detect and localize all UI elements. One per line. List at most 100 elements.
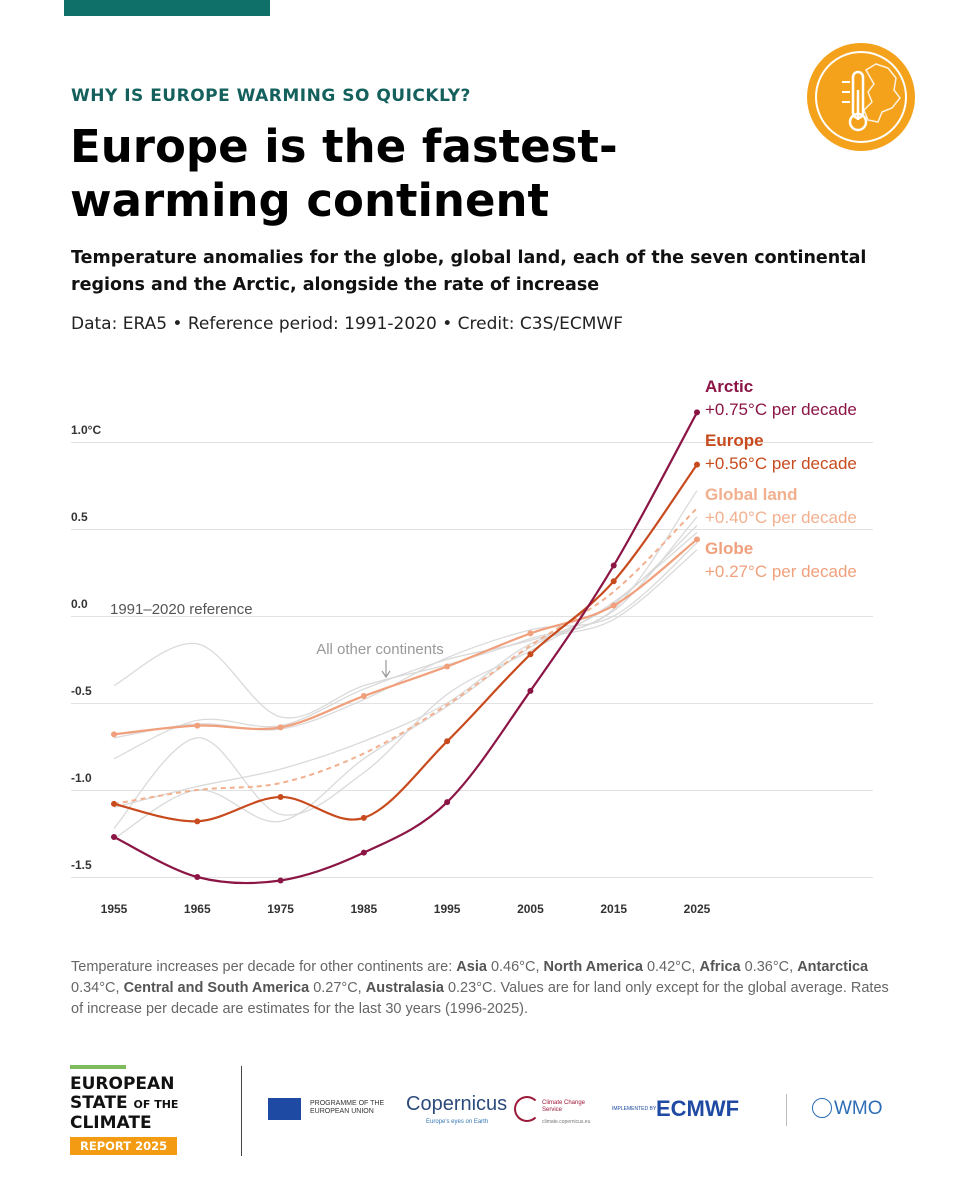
others-arrow-icon xyxy=(381,660,391,679)
data-point xyxy=(610,578,617,585)
esotc-state: STATE xyxy=(70,1093,128,1113)
data-point xyxy=(694,409,700,416)
wmo-emblem-icon xyxy=(812,1098,832,1118)
temperature-anomaly-chart: 1.0°C 0.5 0.0 -0.5 -1.0 -1.5 1955 1965 1975 1985 1… xyxy=(71,377,873,916)
footnote-item-name: Africa xyxy=(699,959,741,975)
y-tick-label: 0.0 xyxy=(71,597,88,611)
data-point xyxy=(277,877,284,884)
esotc-line1: EUROPEAN xyxy=(70,1074,175,1094)
data-point xyxy=(610,562,617,569)
data-point xyxy=(360,849,367,856)
implemented-by: IMPLEMENTED BY xyxy=(612,1106,657,1112)
logo-divider xyxy=(786,1094,787,1126)
page-title: Europe is the fastest-warming continent xyxy=(70,120,618,227)
data-point xyxy=(527,687,534,694)
footnote: Temperature increases per decade for oth… xyxy=(71,957,891,1020)
series-label: Europe xyxy=(705,431,764,450)
top-accent-bar xyxy=(64,0,270,16)
eu-flag-icon xyxy=(268,1098,301,1120)
data-point xyxy=(444,738,451,745)
y-tick-label: 1.0°C xyxy=(71,423,101,437)
footnote-item-value: 0.23°C. xyxy=(447,980,497,996)
c3s-url: climate.copernicus.eu xyxy=(542,1119,591,1125)
partner-logos: PROGRAMME OF THE EUROPEAN UNION Copernic… xyxy=(266,1090,906,1134)
y-tick-label: -1.0 xyxy=(71,771,92,785)
series-rate-label: +0.27°C per decade xyxy=(705,562,857,581)
report-badge: REPORT 2025 xyxy=(70,1137,178,1155)
footnote-suffix: Values are for land only except for the … xyxy=(71,980,889,1017)
series-label: Arctic xyxy=(705,377,753,396)
footnote-item-value: 0.36°C, xyxy=(744,959,794,975)
footnote-item-name: North America xyxy=(543,959,643,975)
x-tick-label: 2005 xyxy=(517,902,544,916)
footnote-item-value: 0.27°C, xyxy=(313,980,362,996)
y-tick-label: 0.5 xyxy=(71,510,88,524)
data-credit: Data: ERA5 • Reference period: 1991-2020… xyxy=(71,314,623,334)
data-point xyxy=(111,731,117,738)
x-tick-label: 1975 xyxy=(267,902,294,916)
footnote-item-name: Australasia xyxy=(365,980,444,996)
wmo-logo: WMO xyxy=(834,1098,883,1119)
other-continent-line xyxy=(113,490,698,719)
footnote-item-value: 0.34°C, xyxy=(71,980,120,996)
data-point xyxy=(277,724,284,731)
x-tick-label: 1995 xyxy=(434,902,461,916)
data-point xyxy=(360,693,367,700)
data-point xyxy=(444,799,451,806)
c3s-name: Climate Change Service xyxy=(542,1100,586,1113)
data-point xyxy=(694,461,700,468)
data-point xyxy=(360,814,367,821)
x-tick-label: 1965 xyxy=(184,902,211,916)
footnote-item-name: Antarctica xyxy=(797,959,869,975)
copernicus-c-icon: C xyxy=(406,1093,421,1115)
series-label: Globe xyxy=(705,539,753,558)
esotc-of-the: OF THE xyxy=(133,1098,179,1111)
footnote-prefix: Temperature increases per decade for oth… xyxy=(71,959,453,975)
footnote-item-name: Central and South America xyxy=(123,980,310,996)
data-point xyxy=(610,602,617,609)
series-rate-label: +0.40°C per decade xyxy=(705,508,857,527)
footnote-item-name: Asia xyxy=(456,959,487,975)
ecmwf-logo: ECMWF xyxy=(656,1096,740,1121)
esotc-line2: STATE OF THE xyxy=(70,1094,180,1114)
x-tick-label: 2015 xyxy=(600,902,627,916)
other-continent-line xyxy=(113,516,698,760)
footnote-item-value: 0.46°C, xyxy=(490,959,540,975)
y-tick-label: -1.5 xyxy=(71,858,92,872)
eu-programme-text: PROGRAMME OF THE EUROPEAN UNION xyxy=(310,1100,385,1115)
data-point xyxy=(111,800,117,807)
footnote-item-value: 0.42°C, xyxy=(646,959,696,975)
esotc-logo: EUROPEAN STATE OF THE CLIMATE REPORT 202… xyxy=(70,1065,180,1155)
series-line-global-land xyxy=(113,507,698,805)
copernicus-name: opernicus xyxy=(420,1093,508,1115)
data-point xyxy=(444,663,451,670)
c3s-icon xyxy=(514,1096,540,1122)
data-point xyxy=(694,536,700,543)
copernicus-tagline: Europe's eyes on Earth xyxy=(426,1119,489,1125)
data-point xyxy=(527,651,534,658)
other-continent-line xyxy=(113,549,698,809)
data-point xyxy=(527,630,534,637)
thermometer-europe-icon xyxy=(807,43,915,151)
series-rate-label: +0.75°C per decade xyxy=(705,400,857,419)
x-tick-label: 1955 xyxy=(101,902,128,916)
data-point xyxy=(194,722,201,729)
data-point xyxy=(277,793,284,800)
x-tick-label: 1985 xyxy=(351,902,378,916)
esotc-line3: CLIMATE xyxy=(70,1113,152,1133)
y-tick-label: -0.5 xyxy=(71,684,92,698)
data-point xyxy=(111,833,117,840)
other-continent-line xyxy=(113,531,698,829)
series-rate-label: +0.56°C per decade xyxy=(705,454,857,473)
esotc-accent xyxy=(70,1065,126,1069)
reference-label: 1991–2020 reference xyxy=(110,601,253,618)
others-label: All other continents xyxy=(316,641,444,658)
series-label: Global land xyxy=(705,485,798,504)
data-point xyxy=(194,818,201,825)
page-subtitle: Temperature anomalies for the globe, glo… xyxy=(71,248,867,295)
other-continent-line xyxy=(113,542,698,739)
copernicus-logo: Copernicus xyxy=(406,1093,507,1116)
series-line-globe xyxy=(113,538,698,736)
data-point xyxy=(194,874,201,880)
kicker: WHY IS EUROPE WARMING SO QUICKLY? xyxy=(71,86,471,106)
